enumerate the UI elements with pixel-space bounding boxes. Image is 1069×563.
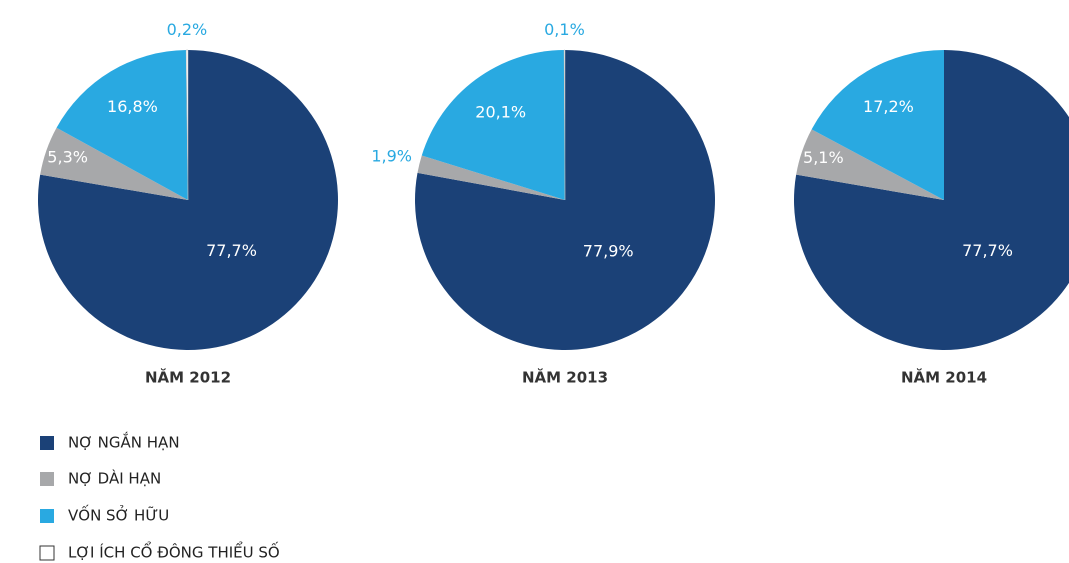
pie-slice [421,50,565,200]
value-label: 5,3% [47,147,88,166]
legend-swatch [40,509,54,523]
pie-title: NĂM 2014 [901,368,987,387]
legend-label: NỢ DÀI HẠN [68,469,161,488]
value-label: 77,7% [962,241,1013,260]
value-label: 0,1% [544,20,585,39]
pie-slice [811,50,944,200]
value-label: 20,1% [475,103,526,122]
pie-slice [796,129,944,200]
pie-slice [794,50,1069,350]
legend-label: VỐN SỞ HỮU [68,504,169,525]
pie-slice [563,49,566,201]
value-label: 77,9% [583,241,634,260]
pie-slice [56,50,188,201]
value-label: 0,2% [167,20,208,39]
value-label: 5,1% [803,148,844,167]
pie-slice [417,155,565,200]
value-label: 1,9% [371,147,412,166]
legend-label: NỢ NGẮN HẠN [68,431,180,452]
legend-swatch [39,545,55,561]
value-label: 77,7% [206,241,257,260]
pie-title: NĂM 2013 [522,368,608,387]
pie-slice [185,49,189,201]
value-label: 16,8% [107,97,158,116]
pie-slice [40,127,189,200]
legend-swatch [40,436,54,450]
value-label: 17,2% [863,97,914,116]
pie-title: NĂM 2012 [145,368,231,387]
legend-label: LỢI ÍCH CỔ ĐÔNG THIỂU SỐ [68,541,280,562]
legend-swatch [40,472,54,486]
